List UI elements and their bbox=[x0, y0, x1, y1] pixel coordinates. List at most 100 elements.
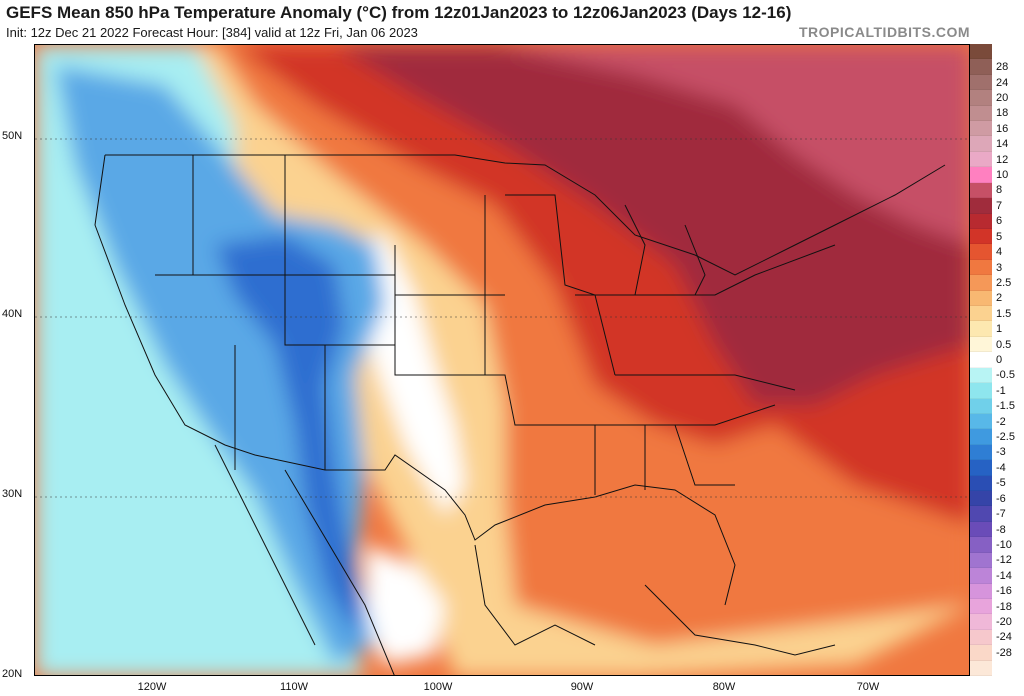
lat-label-20n: 20N bbox=[2, 668, 23, 680]
legend-swatch bbox=[970, 413, 992, 430]
legend-row: 12 bbox=[970, 151, 1024, 168]
legend-swatch bbox=[970, 105, 992, 122]
color-scale-legend: 28 24 20 18 16 14 12 10 8 7 6 5 4 3 2.5 2 1.5 1 0.5 0 -0.5 -1… bbox=[970, 44, 1024, 676]
legend-label: 24 bbox=[996, 76, 1009, 89]
legend-row: -18 bbox=[970, 598, 1024, 615]
lat-label-50n: 50N bbox=[2, 130, 23, 142]
legend-swatch bbox=[970, 59, 992, 75]
legend-swatch bbox=[970, 213, 992, 229]
legend-label: 7 bbox=[996, 199, 1003, 212]
legend-label: -4 bbox=[996, 461, 1006, 474]
legend-row: 28 bbox=[970, 59, 1024, 75]
legend-swatch bbox=[970, 444, 992, 461]
legend-row: 24 bbox=[970, 74, 1024, 91]
legend-row: 14 bbox=[970, 136, 1024, 152]
legend-swatch bbox=[970, 244, 992, 260]
anomaly-map bbox=[34, 44, 970, 676]
legend-swatch bbox=[970, 645, 992, 661]
legend-row: -7 bbox=[970, 506, 1024, 522]
legend-row: -28 bbox=[970, 645, 1024, 661]
legend-row bbox=[970, 44, 1024, 60]
legend-label: -16 bbox=[996, 585, 1012, 598]
legend-label: -2 bbox=[996, 415, 1006, 428]
legend-swatch bbox=[970, 506, 992, 522]
anomaly-region-neutral-mexico bbox=[365, 545, 445, 665]
anomaly-region-pink bbox=[495, 45, 969, 245]
lon-label-120w: 120W bbox=[137, 681, 167, 693]
legend-swatch bbox=[970, 151, 992, 168]
legend-swatch bbox=[970, 275, 992, 291]
legend-label: 5 bbox=[996, 230, 1003, 243]
legend-swatch bbox=[970, 568, 992, 584]
legend-swatch bbox=[970, 74, 992, 91]
legend-swatch bbox=[970, 44, 992, 60]
legend-swatch bbox=[970, 521, 992, 538]
legend-label: -1.5 bbox=[996, 400, 1015, 413]
lat-label-30n: 30N bbox=[2, 488, 23, 500]
legend-label: -28 bbox=[996, 646, 1012, 659]
legend-label: -6 bbox=[996, 492, 1006, 505]
legend-swatch bbox=[970, 629, 992, 646]
legend-row: -20 bbox=[970, 614, 1024, 630]
legend-label: -10 bbox=[996, 538, 1012, 551]
legend-row: 0.5 bbox=[970, 336, 1024, 353]
legend-row: 7 bbox=[970, 198, 1024, 214]
map-title: GEFS Mean 850 hPa Temperature Anomaly (°… bbox=[6, 3, 792, 22]
legend-label: 3 bbox=[996, 261, 1003, 274]
legend-label: -7 bbox=[996, 508, 1006, 521]
legend-label: -12 bbox=[996, 554, 1012, 567]
legend-row: 3 bbox=[970, 259, 1024, 276]
lon-label-100w: 100W bbox=[423, 681, 453, 693]
legend-label: 10 bbox=[996, 169, 1009, 182]
legend-label: -8 bbox=[996, 523, 1006, 536]
legend-row: -16 bbox=[970, 583, 1024, 599]
legend-row: -8 bbox=[970, 521, 1024, 538]
legend-row bbox=[970, 660, 1024, 676]
legend-label: -18 bbox=[996, 600, 1012, 613]
graticule bbox=[35, 138, 969, 498]
legend-swatch bbox=[970, 429, 992, 445]
legend-label: 1 bbox=[996, 323, 1003, 336]
legend-row: 6 bbox=[970, 213, 1024, 229]
legend-row: -2.5 bbox=[970, 429, 1024, 445]
legend-row: 8 bbox=[970, 182, 1024, 199]
legend-label: -24 bbox=[996, 631, 1012, 644]
legend-label: -14 bbox=[996, 569, 1012, 582]
legend-label: 2 bbox=[996, 292, 1003, 305]
legend-row: -24 bbox=[970, 629, 1024, 646]
legend-swatch bbox=[970, 306, 992, 322]
lat-label-40n: 40N bbox=[2, 308, 23, 320]
legend-swatch bbox=[970, 383, 992, 399]
legend-swatch bbox=[970, 460, 992, 476]
anomaly-region-rockies-cold bbox=[215, 235, 365, 635]
legend-swatch bbox=[970, 121, 992, 137]
legend-label: 2.5 bbox=[996, 276, 1012, 289]
legend-label: -2.5 bbox=[996, 431, 1015, 444]
legend-row: -1.5 bbox=[970, 398, 1024, 414]
legend-label: 8 bbox=[996, 184, 1003, 197]
legend-row: -6 bbox=[970, 491, 1024, 507]
legend-swatch bbox=[970, 475, 992, 492]
legend-swatch bbox=[970, 537, 992, 553]
legend-row: 4 bbox=[970, 244, 1024, 260]
legend-swatch bbox=[970, 136, 992, 152]
legend-swatch bbox=[970, 336, 992, 353]
legend-label: -20 bbox=[996, 616, 1012, 629]
lon-label-70w: 70W bbox=[856, 681, 880, 693]
legend-swatch bbox=[970, 660, 992, 676]
legend-label: -0.5 bbox=[996, 369, 1015, 382]
legend-row: 16 bbox=[970, 121, 1024, 137]
legend-swatch bbox=[970, 398, 992, 414]
legend-swatch bbox=[970, 598, 992, 615]
legend-label: 16 bbox=[996, 122, 1009, 135]
legend-swatch bbox=[970, 321, 992, 337]
lon-label-80w: 80W bbox=[712, 681, 736, 693]
legend-swatch bbox=[970, 259, 992, 276]
legend-row: 1 bbox=[970, 321, 1024, 337]
legend-swatch bbox=[970, 290, 992, 307]
legend-row: -4 bbox=[970, 460, 1024, 476]
legend-row: -1 bbox=[970, 383, 1024, 399]
legend-row: -3 bbox=[970, 444, 1024, 461]
legend-label: 0 bbox=[996, 353, 1003, 366]
legend-label: -1 bbox=[996, 384, 1006, 397]
